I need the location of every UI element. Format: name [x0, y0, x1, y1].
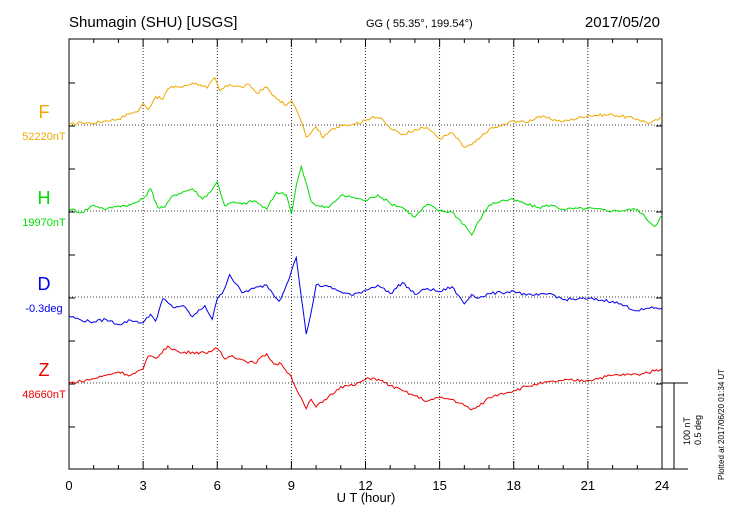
series-line-z — [68, 345, 663, 411]
date-label: 2017/05/20 — [585, 14, 660, 31]
channel-name-f: F — [39, 102, 50, 122]
channel-labels: F 52220nT H 19970nT D -0.3deg Z 48660nT — [22, 102, 66, 401]
x-tick-label: 6 — [214, 478, 221, 493]
channel-baseline-z: 48660nT — [22, 389, 66, 401]
x-tick-label: 3 — [140, 478, 147, 493]
grid — [69, 39, 662, 469]
x-tick-label: 15 — [432, 478, 446, 493]
series-line-f — [68, 76, 663, 148]
series-line-d — [68, 255, 663, 335]
x-tick-label: 18 — [507, 478, 521, 493]
series-lines — [68, 76, 663, 411]
plot-frame — [68, 38, 663, 470]
channel-baseline-d: -0.3deg — [25, 303, 62, 315]
channel-baseline-h: 19970nT — [22, 217, 66, 229]
scale-label-nt: 100 nT — [682, 416, 692, 445]
channel-name-h: H — [38, 188, 51, 208]
x-tick-label: 9 — [288, 478, 295, 493]
x-axis-label: U T (hour) — [337, 490, 396, 505]
scale-label-deg: 0.5 deg — [693, 415, 703, 445]
channel-baseline-f: 52220nT — [22, 131, 66, 143]
x-tick-label: 0 — [65, 478, 72, 493]
station-title: Shumagin (SHU) [USGS] — [69, 14, 237, 31]
x-tick-labels: 0 3 6 9 12 15 18 21 24 — [65, 478, 669, 493]
x-tick-label: 21 — [581, 478, 595, 493]
x-tick-label: 24 — [655, 478, 669, 493]
channel-name-d: D — [38, 274, 51, 294]
series-line-h — [68, 164, 663, 237]
axis-ticks — [68, 39, 663, 469]
coordinates-label: GG ( 55.35°, 199.54°) — [366, 18, 473, 30]
channel-name-z: Z — [39, 360, 50, 380]
plotted-at-note: Plotted at 2017/06/20 01:34 UT — [717, 369, 726, 480]
x-tick-label: 12 — [358, 478, 372, 493]
